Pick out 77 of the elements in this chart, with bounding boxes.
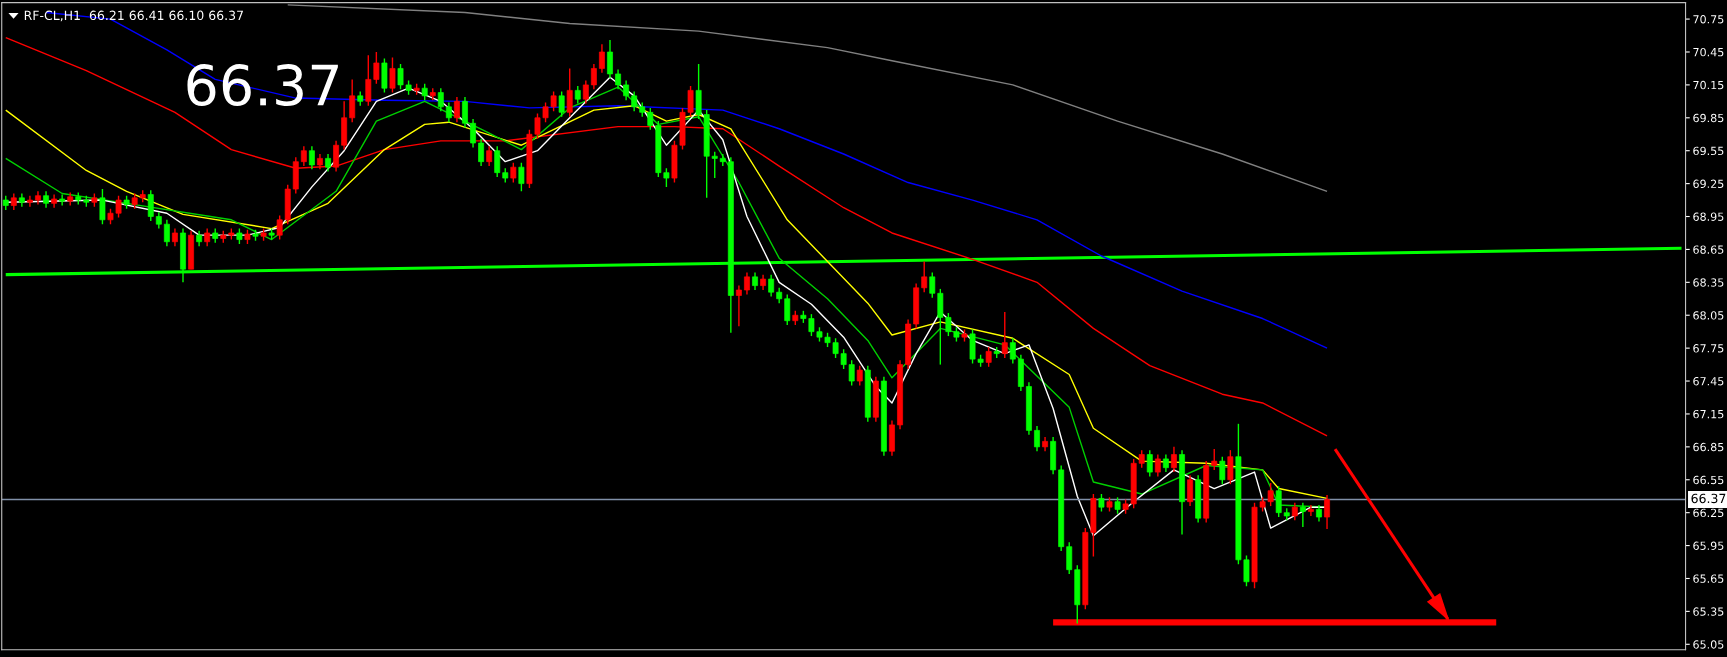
- candlestick: [599, 43, 605, 74]
- candlestick: [1211, 448, 1218, 471]
- candlestick: [615, 68, 621, 90]
- candlestick: [462, 96, 468, 129]
- candlestick: [631, 90, 638, 112]
- y-tick-label: 65.65: [1693, 574, 1724, 583]
- candlestick: [494, 145, 501, 178]
- candlestick: [566, 67, 573, 118]
- candlestick: [711, 151, 718, 179]
- candlestick: [99, 188, 106, 225]
- y-tick-label: 68.65: [1693, 245, 1724, 254]
- y-tick-label: 68.35: [1693, 278, 1724, 287]
- candlestick: [1146, 449, 1153, 478]
- candlestick: [558, 90, 565, 118]
- candlestick: [1324, 494, 1330, 530]
- candlestick: [582, 79, 589, 105]
- candlestick: [349, 78, 356, 123]
- candlestick: [163, 219, 170, 247]
- candlestick: [607, 39, 613, 80]
- candlestick: [921, 260, 928, 293]
- line-series: [5, 37, 1328, 437]
- text: RF-CL,H1 66.21 66.41 66.10 66.37: [24, 10, 243, 22]
- candlestick: [1187, 474, 1193, 507]
- candlestick: [1066, 541, 1073, 575]
- y-tick-label: 67.75: [1693, 344, 1724, 353]
- candlestick: [59, 193, 66, 207]
- y-tick-label: 66.25: [1693, 508, 1724, 518]
- candlestick: [1227, 449, 1234, 485]
- candlestick: [27, 194, 33, 208]
- candlestick: [590, 63, 597, 90]
- candlestick: [276, 214, 283, 241]
- y-tick-label: 68.95: [1693, 212, 1724, 221]
- candlestick: [985, 346, 992, 368]
- y-tick-label: 69.85: [1693, 113, 1724, 123]
- candlestick: [147, 189, 154, 222]
- candlestick: [437, 87, 444, 112]
- candlestick: [856, 364, 863, 387]
- candlestick: [510, 162, 517, 184]
- y-tick-label: 70.15: [1693, 80, 1724, 90]
- y-tick-label: 70.45: [1693, 47, 1724, 57]
- y-tick-label: 65.05: [1693, 640, 1724, 649]
- candlestick: [1009, 337, 1016, 365]
- candlestick: [1034, 425, 1040, 452]
- y-tick-label: 65.35: [1693, 607, 1724, 616]
- candlestick: [300, 145, 307, 167]
- candlestick: [929, 271, 936, 299]
- y-tick-label: 68.05: [1693, 311, 1724, 320]
- y-tick-label: 66.55: [1693, 475, 1724, 485]
- candlestick: [470, 118, 476, 149]
- candlestick: [735, 284, 742, 327]
- y-tick-label: 69.55: [1693, 146, 1724, 156]
- candlestick: [784, 293, 791, 326]
- y-tick-label: 70.75: [1693, 15, 1724, 24]
- candlestick: [768, 273, 775, 298]
- candlestick: [518, 162, 525, 192]
- candlestick: [478, 137, 485, 167]
- candlestick: [486, 145, 493, 167]
- candlestick: [454, 96, 460, 123]
- candlestick: [1001, 311, 1008, 359]
- ref-line-label: 66.37: [1691, 493, 1726, 504]
- candlestick: [1307, 504, 1314, 517]
- candlestick: [1299, 502, 1306, 528]
- y-tick-label: 67.45: [1693, 377, 1724, 386]
- candlestick: [445, 101, 452, 123]
- y-tick-label: 67.15: [1693, 409, 1724, 419]
- candlestick: [623, 79, 630, 101]
- candlestick: [1154, 453, 1161, 478]
- y-tick-label: 65.95: [1693, 541, 1724, 550]
- candlestick: [333, 140, 339, 173]
- y-tick-label: 66.85: [1693, 442, 1724, 452]
- candlestick: [1219, 456, 1226, 485]
- candlestick: [1171, 446, 1177, 473]
- candlestick: [389, 56, 396, 94]
- y-tick-label: 69.25: [1693, 179, 1724, 188]
- candlestick: [744, 271, 750, 296]
- candlestick: [308, 145, 315, 171]
- candlestick: [1275, 485, 1282, 518]
